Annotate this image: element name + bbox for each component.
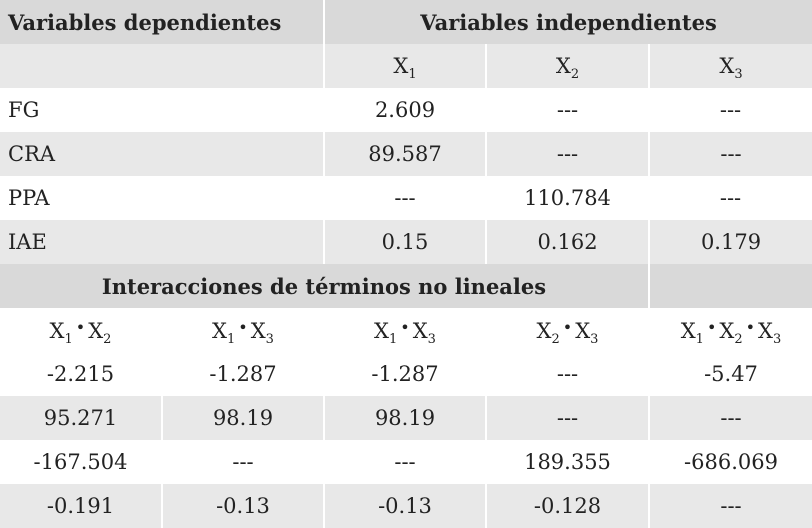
cell-x3: --- xyxy=(649,88,812,132)
cell: --- xyxy=(486,352,650,396)
cell: 189.355 xyxy=(486,440,650,484)
row-label: CRA xyxy=(0,132,325,176)
cell: --- xyxy=(162,440,325,484)
table-row: -0.191 -0.13 -0.13 -0.128 --- xyxy=(0,484,812,528)
interaction-terms-row: X1• X2 X1• X3 X1• X3 X2• X3 X1• X2• X3 xyxy=(0,308,812,352)
cell: 98.19 xyxy=(324,396,487,440)
term-x1-x3: X1• X3 xyxy=(162,308,325,352)
term-x1-x3-b: X1• X3 xyxy=(324,308,487,352)
cell: -5.47 xyxy=(649,352,812,396)
cell-x2: --- xyxy=(486,132,650,176)
cell: -1.287 xyxy=(162,352,325,396)
interactions-header-blank xyxy=(649,264,812,308)
cell-x2: 0.162 xyxy=(486,220,650,264)
var-x2: X2 xyxy=(486,44,650,88)
row-label: IAE xyxy=(0,220,325,264)
table-row: -2.215 -1.287 -1.287 --- -5.47 xyxy=(0,352,812,396)
cell: -2.215 xyxy=(0,352,163,396)
cell: --- xyxy=(324,440,487,484)
table-row: 95.271 98.19 98.19 --- --- xyxy=(0,396,812,440)
cell-x2: --- xyxy=(486,88,649,132)
table-row: FG 2.609 --- --- xyxy=(0,88,812,132)
table-row: CRA 89.587 --- --- xyxy=(0,132,812,176)
cell: -0.191 xyxy=(0,484,163,528)
dependent-variables-header: Variables dependientes xyxy=(0,0,325,44)
table-row: IAE 0.15 0.162 0.179 xyxy=(0,220,812,264)
cell-x3: 0.179 xyxy=(649,220,812,264)
term-x1-x2: X1• X2 xyxy=(0,308,163,352)
cell-x3: --- xyxy=(649,176,812,220)
cell: --- xyxy=(486,396,650,440)
cell-x2: 110.784 xyxy=(486,176,649,220)
row-label: PPA xyxy=(0,176,324,220)
cell: --- xyxy=(649,396,812,440)
cell: -167.504 xyxy=(0,440,163,484)
cell: 95.271 xyxy=(0,396,163,440)
cell: 98.19 xyxy=(162,396,325,440)
cell: -686.069 xyxy=(649,440,812,484)
var-x1: X1 xyxy=(324,44,487,88)
row-label: FG xyxy=(0,88,324,132)
cell: -0.13 xyxy=(162,484,325,528)
cell: -1.287 xyxy=(324,352,487,396)
cell: -0.128 xyxy=(486,484,650,528)
cell-x1: --- xyxy=(324,176,486,220)
table-row: PPA --- 110.784 --- xyxy=(0,176,812,220)
cell: --- xyxy=(649,484,812,528)
cell-x3: --- xyxy=(649,132,812,176)
table-row: -167.504 --- --- 189.355 -686.069 xyxy=(0,440,812,484)
term-x2-x3: X2• X3 xyxy=(486,308,650,352)
interactions-title: Interacciones de términos no lineales xyxy=(0,264,650,308)
variable-names-blank xyxy=(0,44,325,88)
cell: -0.13 xyxy=(324,484,487,528)
var-x3: X3 xyxy=(649,44,812,88)
header-row: Variables dependientes Variables indepen… xyxy=(0,0,812,44)
cell-x1: 0.15 xyxy=(324,220,487,264)
variable-names-row: X1 X2 X3 xyxy=(0,44,812,88)
independent-variables-header: Variables independientes xyxy=(324,0,812,44)
term-x1-x2-x3: X1• X2• X3 xyxy=(649,308,812,352)
cell-x1: 89.587 xyxy=(324,132,487,176)
cell-x1: 2.609 xyxy=(324,88,486,132)
interactions-header-row: Interacciones de términos no lineales xyxy=(0,264,812,308)
